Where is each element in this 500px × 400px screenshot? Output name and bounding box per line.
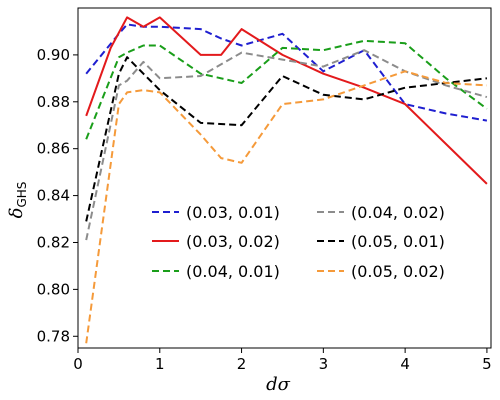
y-tick-label: 0.90 (37, 46, 70, 64)
y-axis-label-main: δ (6, 208, 27, 219)
legend-label-2: (0.03, 0.02) (186, 232, 280, 251)
x-tick-label: 2 (237, 355, 247, 373)
series-line-5 (85, 56, 488, 222)
plot-frame (77, 7, 492, 349)
y-axis-label-sub: GHS (15, 182, 29, 208)
x-axis: 0 1 2 3 4 5 (73, 348, 492, 373)
legend-label-4: (0.04, 0.02) (351, 203, 445, 222)
legend-label-5: (0.05, 0.01) (351, 232, 445, 251)
series-line-2 (85, 16, 488, 185)
legend-label-6: (0.05, 0.02) (351, 262, 445, 281)
y-tick-label: 0.88 (37, 93, 70, 111)
y-axis: 0.78 0.80 0.82 0.84 0.86 0.88 0.90 (37, 46, 78, 345)
legend-label-1: (0.03, 0.01) (186, 203, 280, 222)
series-layer (85, 16, 488, 344)
x-tick-label: 5 (482, 355, 492, 373)
y-tick-label: 0.82 (37, 233, 70, 251)
y-tick-label: 0.78 (37, 327, 70, 345)
x-tick-label: 0 (73, 355, 83, 373)
series-line-3 (85, 39, 488, 140)
y-axis-label-group: δGHS (6, 182, 29, 219)
y-axis-label: δGHS (6, 182, 29, 219)
legend: (0.03, 0.01) (0.03, 0.02) (0.04, 0.01) (0.0… (152, 203, 445, 281)
x-tick-label: 1 (155, 355, 165, 373)
x-tick-label: 4 (400, 355, 410, 373)
series-line-6 (85, 70, 487, 344)
y-tick-label: 0.86 (37, 140, 70, 158)
y-tick-label: 0.84 (37, 187, 70, 205)
x-tick-label: 3 (319, 355, 329, 373)
legend-label-3: (0.04, 0.01) (186, 262, 280, 281)
series-line-1 (85, 23, 488, 122)
x-axis-label: dσ (266, 374, 291, 395)
y-tick-label: 0.80 (37, 280, 70, 298)
